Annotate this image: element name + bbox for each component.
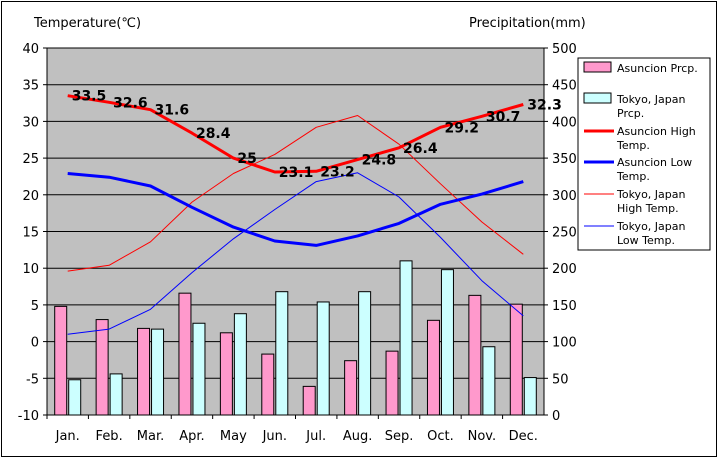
legend-swatch: [583, 61, 612, 73]
legend: Asuncion Prcp.Tokyo, JapanPrcp.Asuncion …: [577, 57, 711, 251]
bar-asuncion-prcp: [426, 319, 440, 416]
bar-asuncion-prcp: [178, 292, 192, 416]
left-tick-label: 30: [22, 115, 39, 130]
bar-tokyo-prcp: [109, 373, 123, 416]
data-label: 33.5: [72, 89, 107, 105]
bar-tokyo-prcp: [316, 301, 330, 416]
x-tick-label: Sep.: [385, 429, 414, 444]
x-tick-label: May: [220, 429, 247, 444]
x-tick-label: Jun.: [262, 429, 287, 444]
legend-label: Tokyo, Japan: [616, 188, 685, 201]
right-axis-label: Precipitation(mm): [469, 16, 586, 31]
left-tick-label: 35: [22, 79, 39, 94]
x-tick-label: Nov.: [468, 429, 497, 444]
data-label: 25: [237, 151, 256, 167]
legend-label: Asuncion High: [617, 125, 696, 138]
legend-swatch: [583, 92, 612, 104]
bar-asuncion-prcp: [137, 327, 151, 416]
x-tick-label: Dec.: [509, 429, 538, 444]
left-tick-label: 0: [31, 336, 39, 351]
right-tick-label: 150: [552, 299, 577, 314]
plot-area: 33.5 32.6 31.6 28.4 25 23.1 23.2 24.8 26.4 29.2 30…: [46, 47, 562, 416]
x-tick-label: Aug.: [343, 429, 373, 444]
bar-asuncion-prcp: [385, 350, 399, 416]
right-tick-label: 100: [552, 336, 577, 351]
x-tick-label: Feb.: [96, 429, 123, 444]
legend-label: Asuncion Prcp.: [617, 62, 698, 75]
left-tick-label: 10: [22, 262, 39, 277]
right-tick-label: 500: [552, 42, 577, 57]
data-label: 32.6: [113, 95, 148, 111]
data-label: 28.4: [196, 126, 231, 142]
left-tick-label: 15: [22, 226, 39, 241]
legend-label: Temp.: [616, 139, 650, 152]
x-tick-label: Jul.: [305, 429, 326, 444]
left-axis-label: Temperature(℃): [33, 16, 141, 31]
left-axis-ticks: -10 -5 0 5 10 15 20 25 30 35 40: [18, 42, 47, 424]
right-tick-label: 0: [552, 409, 560, 424]
line-series-3: [67, 172, 524, 335]
bar-tokyo-prcp: [482, 346, 496, 416]
bar-tokyo-prcp: [523, 377, 537, 416]
x-tick-label: Mar.: [137, 429, 164, 444]
bar-asuncion-prcp: [509, 303, 523, 416]
bar-tokyo-prcp: [358, 291, 372, 416]
data-label: 29.2: [444, 120, 479, 136]
bar-asuncion-prcp: [344, 360, 358, 416]
x-axis-ticks: Jan. Feb. Mar. Apr. May Jun. Jul. Aug. Sep. Oct. N…: [46, 415, 538, 444]
bar-tokyo-prcp: [440, 269, 454, 416]
x-tick-label: Oct.: [427, 429, 454, 444]
bar-tokyo-prcp: [399, 260, 413, 416]
left-tick-label: -10: [18, 409, 39, 424]
bar-asuncion-prcp: [95, 319, 109, 416]
data-label: 24.8: [362, 153, 397, 169]
bar-tokyo-prcp: [151, 328, 165, 416]
right-tick-label: 50: [552, 372, 569, 387]
left-tick-label: 40: [22, 42, 39, 57]
left-tick-label: 25: [22, 152, 39, 167]
right-tick-label: 300: [552, 189, 577, 204]
legend-label: Low Temp.: [617, 234, 675, 247]
data-label: 26.4: [403, 141, 438, 157]
left-tick-label: 5: [31, 299, 39, 314]
bar-tokyo-prcp: [233, 313, 247, 416]
bar-asuncion-prcp: [261, 353, 275, 416]
data-label: 31.6: [155, 103, 190, 119]
legend-label: Prcp.: [617, 107, 644, 120]
bar-asuncion-prcp: [468, 294, 482, 416]
left-tick-label: 20: [22, 189, 39, 204]
left-tick-label: -5: [26, 372, 39, 387]
right-tick-label: 250: [552, 226, 577, 241]
legend-label: High Temp.: [617, 202, 679, 215]
legend-label: Temp.: [616, 170, 650, 183]
line-series-0: [67, 94, 524, 174]
line-series-2: [67, 115, 524, 272]
right-tick-label: 450: [552, 79, 577, 94]
bar-tokyo-prcp: [192, 322, 206, 416]
data-label: 23.1: [279, 165, 314, 181]
right-tick-label: 350: [552, 152, 577, 167]
climate-chart: Temperature(℃) Precipitation(mm) 33.5 32.…: [18, 16, 711, 444]
bar-asuncion-prcp: [302, 385, 316, 416]
data-label: 30.7: [486, 109, 521, 125]
right-tick-label: 400: [552, 115, 577, 130]
x-tick-label: Jan.: [55, 429, 80, 444]
legend-box: [577, 57, 711, 251]
data-label: 23.2: [320, 164, 355, 180]
line-series-1: [67, 172, 524, 247]
bar-tokyo-prcp: [68, 379, 82, 416]
x-tick-label: Apr.: [179, 429, 204, 444]
bar-asuncion-prcp: [219, 332, 233, 416]
legend-label: Tokyo, Japan: [616, 93, 685, 106]
legend-label: Asuncion Low: [617, 156, 692, 169]
right-tick-label: 200: [552, 262, 577, 277]
legend-label: Tokyo, Japan: [616, 220, 685, 233]
right-axis-ticks: 0 50 100 150 200 250 300 350 400 450 500: [544, 42, 577, 424]
bar-tokyo-prcp: [275, 291, 289, 416]
data-label: 32.3: [527, 98, 562, 114]
bar-asuncion-prcp: [54, 305, 68, 416]
